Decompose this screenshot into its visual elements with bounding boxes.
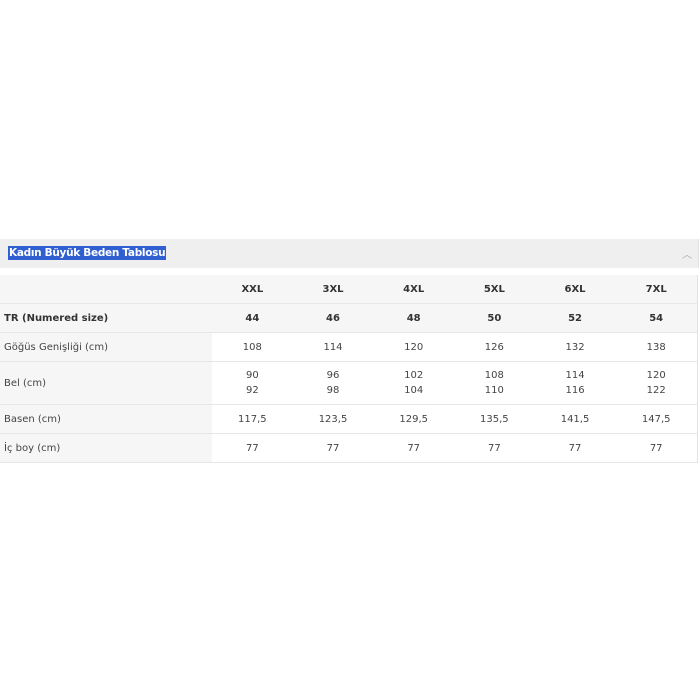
table-cell: 129,5 (373, 404, 455, 434)
table-cell: 77 (615, 433, 698, 463)
table-cell: 120 122 (615, 361, 698, 405)
column-header: XXL (212, 275, 293, 304)
table-cell: 90 92 (212, 361, 293, 405)
cell-value-2: 116 (565, 385, 585, 396)
cell-value: 114 (565, 370, 585, 381)
table-header-row: XXL 3XL 4XL 5XL 6XL 7XL (0, 275, 698, 304)
row-label: İç boy (cm) (0, 433, 212, 463)
table-row: Bel (cm) 90 92 96 98 102 104 108 110 114 116 120 122 (0, 361, 698, 405)
table-row: Basen (cm) 117,5 123,5 129,5 135,5 141,5 147,5 (0, 404, 698, 434)
column-header: 6XL (534, 275, 616, 304)
cell-value: 77 (568, 442, 582, 454)
table-cell: 108 110 (454, 361, 535, 405)
cell-value: 96 (326, 370, 340, 381)
table-cell: 141,5 (534, 404, 616, 434)
table-cell: 108 (212, 332, 293, 362)
table-row: Göğüs Genişliği (cm) 108 114 120 126 132 138 (0, 332, 698, 362)
row-label: Basen (cm) (0, 404, 212, 434)
table-cell: 44 (212, 303, 293, 333)
table-cell: 117,5 (212, 404, 293, 434)
table-cell: 114 (292, 332, 374, 362)
table-cell: 48 (373, 303, 455, 333)
cell-value: 120 (404, 341, 424, 353)
cell-value-2: 104 (404, 385, 424, 396)
cell-value: 102 (404, 370, 424, 381)
table-cell: 114 116 (534, 361, 616, 405)
table-cell: 46 (292, 303, 374, 333)
table-cell: 135,5 (454, 404, 535, 434)
size-chart-accordion-header[interactable]: Kadın Büyük Beden Tablosu ︿ (0, 239, 699, 268)
cell-value: 90 (245, 370, 259, 381)
cell-value: 135,5 (480, 413, 509, 425)
cell-value: 108 (242, 341, 262, 353)
cell-value: 147,5 (641, 413, 671, 425)
table-cell: 102 104 (373, 361, 455, 405)
column-header (0, 275, 212, 304)
table-cell: 77 (534, 433, 616, 463)
row-label: Göğüs Genişliği (cm) (0, 332, 212, 362)
accordion-title: Kadın Büyük Beden Tablosu (8, 246, 167, 260)
row-label: TR (Numered size) (0, 303, 212, 333)
row-label: Bel (cm) (0, 361, 212, 405)
cell-value: 114 (323, 341, 343, 353)
table-cell: 77 (212, 433, 293, 463)
cell-value: 54 (649, 312, 664, 324)
cell-value-2: 110 (484, 385, 504, 396)
table-cell: 123,5 (292, 404, 374, 434)
column-header: 7XL (615, 275, 698, 304)
column-header: 5XL (454, 275, 535, 304)
table-cell: 138 (615, 332, 698, 362)
column-header: 3XL (292, 275, 374, 304)
cell-value-2: 92 (245, 385, 259, 396)
cell-value: 141,5 (560, 413, 590, 425)
cell-value: 77 (326, 442, 340, 454)
cell-value: 50 (487, 312, 502, 324)
cell-value: 52 (568, 312, 582, 324)
table-cell: 77 (292, 433, 374, 463)
column-header: 4XL (373, 275, 455, 304)
cell-value: 77 (649, 442, 663, 454)
cell-value-2: 98 (326, 385, 340, 396)
cell-value: 77 (487, 442, 501, 454)
table-cell: 126 (454, 332, 535, 362)
table-cell: 77 (454, 433, 535, 463)
cell-value: 123,5 (318, 413, 348, 425)
chevron-up-icon[interactable]: ︿ (682, 250, 692, 261)
cell-value: 132 (565, 341, 585, 353)
cell-value-2: 122 (646, 385, 666, 396)
table-cell: 96 98 (292, 361, 374, 405)
table-cell: 120 (373, 332, 455, 362)
table-cell: 50 (454, 303, 535, 333)
cell-value: 129,5 (399, 413, 428, 425)
cell-value: 77 (407, 442, 421, 454)
cell-value: 108 (484, 370, 504, 381)
table-cell: 77 (373, 433, 455, 463)
table-cell: 52 (534, 303, 616, 333)
cell-value: 46 (326, 312, 340, 324)
table-row: İç boy (cm) 77 77 77 77 77 77 (0, 433, 698, 463)
cell-value: 48 (406, 312, 421, 324)
cell-value: 44 (245, 312, 260, 324)
table-cell: 54 (615, 303, 698, 333)
cell-value: 77 (245, 442, 259, 454)
table-cell: 132 (534, 332, 616, 362)
cell-value: 120 (646, 370, 666, 381)
table-row: TR (Numered size) 44 46 48 50 52 54 (0, 303, 698, 333)
size-table: XXL 3XL 4XL 5XL 6XL 7XL TR (Numered size) 44 46… (0, 275, 698, 463)
cell-value: 138 (646, 341, 666, 353)
cell-value: 117,5 (238, 413, 267, 425)
table-cell: 147,5 (615, 404, 698, 434)
cell-value: 126 (484, 341, 504, 353)
